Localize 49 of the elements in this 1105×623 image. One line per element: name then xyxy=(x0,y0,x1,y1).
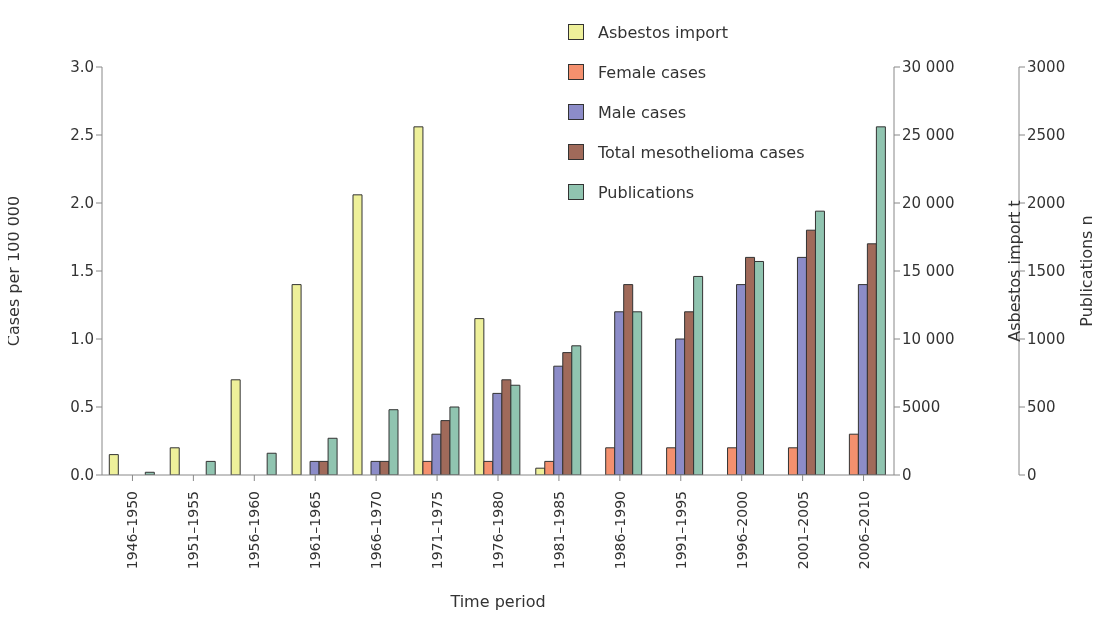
bar xyxy=(230,379,241,475)
x-tick-label: 2001–2005 xyxy=(794,491,811,570)
legend-label: Female cases xyxy=(598,62,707,82)
x-tick-label: 2006–2010 xyxy=(855,491,872,570)
legend-label: Asbestos import xyxy=(598,22,728,42)
y-tick-label: 0.5 xyxy=(70,398,94,417)
x-tick-label: 1971–1975 xyxy=(429,491,446,570)
y-tick-label: 0.0 xyxy=(70,466,94,485)
bar xyxy=(291,284,302,475)
bar xyxy=(205,460,216,475)
legend-label: Total mesothelioma cases xyxy=(598,142,805,162)
y3-tick-label: 3000 xyxy=(1027,58,1066,77)
x-tick-label: 1996–2000 xyxy=(733,491,750,570)
y2-tick-label: 15 000 xyxy=(902,262,955,281)
y3-axis-title: Publications n xyxy=(1076,215,1096,327)
y2-tick-label: 5000 xyxy=(902,398,941,417)
bar xyxy=(108,454,119,475)
x-tick-label: 1976–1980 xyxy=(490,491,506,570)
y3-tick-label: 1500 xyxy=(1027,262,1066,281)
x-tick-label: 1961–1965 xyxy=(307,491,324,570)
y2-tick-label: 30 000 xyxy=(902,58,955,77)
y-tick-label: 1.5 xyxy=(70,262,94,281)
y3-tick-label: 500 xyxy=(1027,398,1056,417)
y2-tick-label: 20 000 xyxy=(902,194,955,213)
bar xyxy=(352,194,363,475)
x-tick-label: 1956–1960 xyxy=(246,491,263,570)
y3-tick-label: 1000 xyxy=(1027,330,1066,349)
x-tick-label: 1986–1990 xyxy=(611,491,628,570)
y3-tick-label: 2000 xyxy=(1027,194,1066,213)
y-tick-label: 1.0 xyxy=(70,330,94,349)
bar xyxy=(266,452,277,475)
bar xyxy=(169,447,180,475)
y-tick-label: 2.0 xyxy=(70,194,94,213)
y2-tick-label: 0 xyxy=(902,466,912,485)
x-tick-label: 1946–1950 xyxy=(124,491,141,570)
y2-axis-title: Asbestos import t xyxy=(1004,200,1024,342)
legend-label: Publications xyxy=(598,182,695,202)
y2-tick-label: 10 000 xyxy=(902,330,955,349)
x-tick-label: 1981–1985 xyxy=(550,491,567,570)
y-tick-label: 2.5 xyxy=(70,126,94,145)
y3-tick-label: 2500 xyxy=(1027,126,1066,145)
y3-tick-label: 0 xyxy=(1027,466,1037,485)
x-tick-label: 1991–1995 xyxy=(672,491,689,570)
x-tick-label: 1966–1970 xyxy=(368,491,385,570)
x-tick-label: 1951–1955 xyxy=(185,491,202,570)
y-tick-label: 3.0 xyxy=(70,58,94,77)
legend-label: Male cases xyxy=(598,102,687,122)
x-axis-title: Time period xyxy=(449,592,546,611)
y2-tick-label: 25 000 xyxy=(902,126,955,145)
